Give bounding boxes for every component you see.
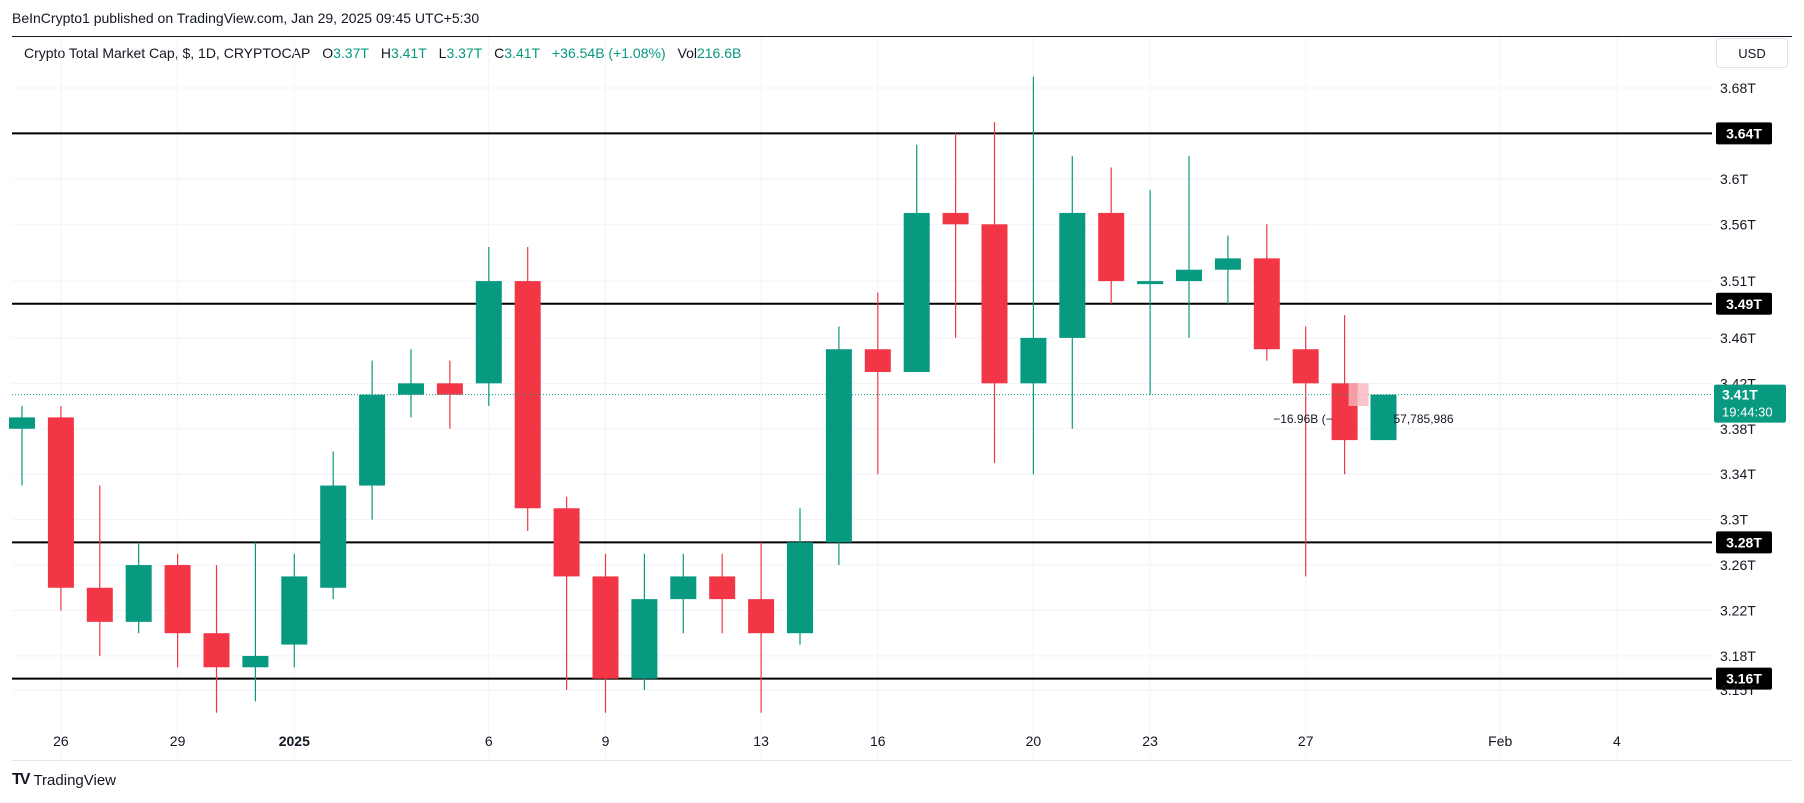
low-label: L xyxy=(438,45,447,61)
high-value: 3.41T xyxy=(390,45,427,61)
open-label: O xyxy=(322,45,334,61)
change-value: +36.54B (+1.08%) xyxy=(551,45,666,61)
low-value: 3.37T xyxy=(446,45,483,61)
symbol-name[interactable]: Crypto Total Market Cap, $, 1D, CRYPTOCA… xyxy=(24,45,311,61)
currency-button[interactable]: USD xyxy=(1716,38,1788,68)
chart-frame xyxy=(12,36,1792,761)
open-value: 3.37T xyxy=(333,45,369,61)
volume-value: 216.6B xyxy=(696,45,742,61)
tradingview-logo-icon: TV xyxy=(12,771,31,788)
close-value: 3.41T xyxy=(504,45,541,61)
tradingview-logo[interactable]: TV TradingView xyxy=(12,771,116,789)
high-label: H xyxy=(380,45,391,61)
publisher-caption: BeInCrypto1 published on TradingView.com… xyxy=(12,10,480,26)
close-label: C xyxy=(494,45,505,61)
tradingview-brand: TradingView xyxy=(33,771,116,789)
ohlc-legend: Crypto Total Market Cap, $, 1D, CRYPTOCA… xyxy=(24,45,749,61)
volume-label: Vol xyxy=(677,45,697,61)
